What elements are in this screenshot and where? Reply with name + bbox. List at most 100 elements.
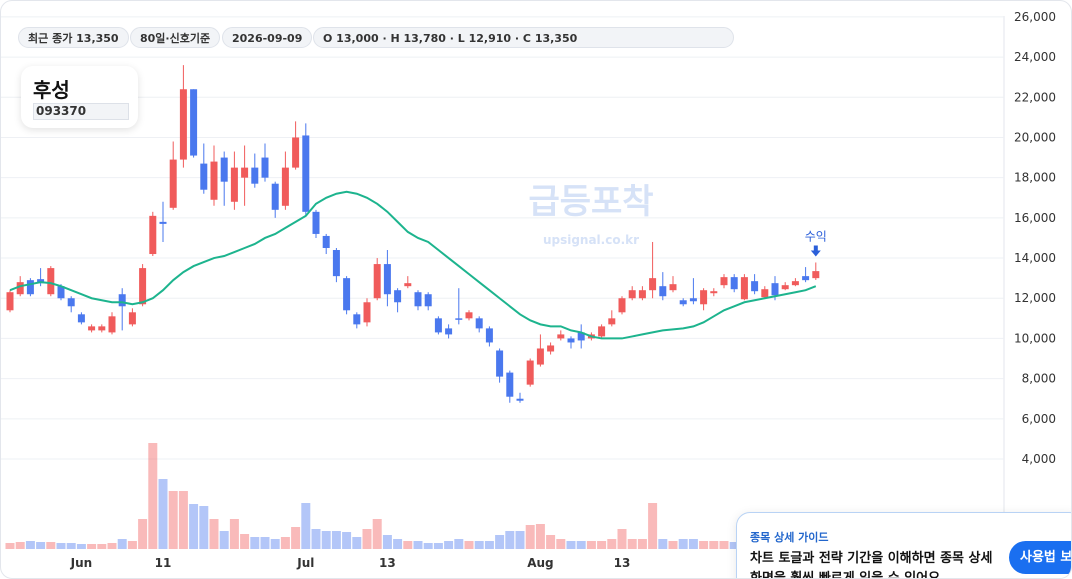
candle-body	[281, 167, 289, 206]
volume-bar	[433, 543, 443, 549]
candle-body	[679, 300, 687, 305]
volume-bar	[87, 544, 97, 549]
x-tick-label: Jun	[70, 556, 93, 570]
volume-bar	[403, 541, 413, 549]
candle-body	[332, 250, 340, 277]
candle-body	[190, 89, 198, 156]
candle-body	[710, 291, 718, 294]
candle-body	[179, 89, 187, 160]
volume-bar	[678, 539, 688, 549]
volume-bar	[209, 519, 219, 549]
guide-button[interactable]: 사용법 보기	[1009, 541, 1071, 574]
candle-body	[689, 298, 697, 302]
candle-body	[475, 318, 483, 329]
candle-body	[812, 271, 820, 279]
candle-body	[26, 280, 34, 295]
volume-bar	[36, 542, 46, 549]
candle-body	[547, 345, 555, 352]
volume-bar	[688, 539, 698, 549]
volume-bar	[699, 541, 709, 549]
x-tick-label: Jul	[296, 556, 314, 570]
volume-bar	[658, 539, 668, 549]
guide-title: 종목 상세 가이드	[750, 531, 829, 544]
volume-bar	[301, 503, 311, 549]
candle-body	[802, 276, 810, 281]
candle-body	[230, 167, 238, 202]
volume-bar	[362, 529, 372, 549]
volume-bar	[178, 491, 188, 549]
volume-bar	[484, 541, 494, 549]
volume-bar	[342, 532, 352, 549]
candle-body	[220, 157, 228, 182]
volume-bar	[331, 531, 341, 549]
volume-bar	[352, 537, 362, 549]
y-tick-label: 8,000	[1022, 372, 1056, 386]
candle-body	[322, 235, 330, 248]
candle-body	[108, 316, 116, 333]
y-tick-label: 18,000	[1014, 171, 1056, 185]
annotation-arrow	[810, 245, 821, 257]
y-tick-label: 6,000	[1022, 412, 1056, 426]
y-tick-label: 24,000	[1014, 50, 1056, 64]
volume-bar	[270, 539, 280, 549]
volume-bar	[250, 537, 260, 549]
candle-body	[638, 290, 646, 299]
volume-bar	[495, 535, 505, 549]
volume-bar	[311, 529, 321, 549]
volume-bar	[148, 443, 158, 549]
badge: 80일·신호기준	[130, 27, 221, 48]
candle-body	[271, 183, 279, 210]
volume-bar	[189, 504, 199, 549]
volume-bar	[76, 544, 86, 549]
volume-bar	[535, 524, 545, 549]
volume-bar	[586, 541, 596, 549]
guide-popup: 종목 상세 가이드 차트 토글과 전략 기간을 이해하면 종목 상세 화면을 훨…	[736, 512, 1071, 578]
y-tick-label: 14,000	[1014, 251, 1056, 265]
candle-body	[577, 332, 585, 341]
candle-body	[700, 290, 708, 305]
volume-bar	[127, 541, 137, 549]
x-tick-label: 13	[379, 556, 396, 570]
candle-body	[781, 285, 789, 290]
candle-body	[394, 290, 402, 303]
candle-body	[557, 334, 565, 339]
watermark: 급등포착	[528, 182, 653, 222]
candle-body	[496, 350, 504, 377]
candle-body	[67, 298, 75, 307]
volume-bar	[372, 519, 382, 549]
candle-body	[455, 318, 463, 320]
candle-body	[791, 281, 799, 286]
candle-body	[567, 338, 575, 343]
stock-card: 후성 093370	[21, 66, 138, 128]
volume-bar	[474, 541, 484, 549]
volume-bar	[566, 541, 576, 549]
candle-body	[98, 326, 106, 331]
volume-bar	[280, 537, 290, 549]
volume-bar	[158, 479, 168, 549]
volume-bar	[505, 531, 515, 549]
candle-body	[649, 278, 657, 291]
badge: O 13,000 · H 13,780 · L 12,910 · C 13,35…	[313, 27, 734, 48]
candle-body	[210, 161, 218, 200]
candle-body	[751, 281, 759, 292]
volume-bar	[199, 506, 209, 549]
volume-bar	[546, 535, 556, 549]
candle-body	[465, 312, 473, 319]
candle-body	[200, 163, 208, 190]
volume-bar	[729, 542, 739, 549]
volume-bar	[423, 543, 433, 549]
volume-bar	[229, 519, 239, 549]
volume-bar	[97, 544, 107, 549]
volume-bar	[219, 531, 229, 549]
volume-bar	[240, 534, 250, 549]
candle-body	[88, 326, 96, 331]
candle-body	[77, 314, 85, 323]
candle-body	[536, 348, 544, 365]
candle-body	[353, 314, 361, 325]
candle-body	[434, 318, 442, 333]
candle-body	[302, 135, 310, 212]
annotation: 수익	[805, 229, 827, 243]
volume-bar	[597, 541, 607, 549]
volume-bar	[464, 541, 474, 549]
